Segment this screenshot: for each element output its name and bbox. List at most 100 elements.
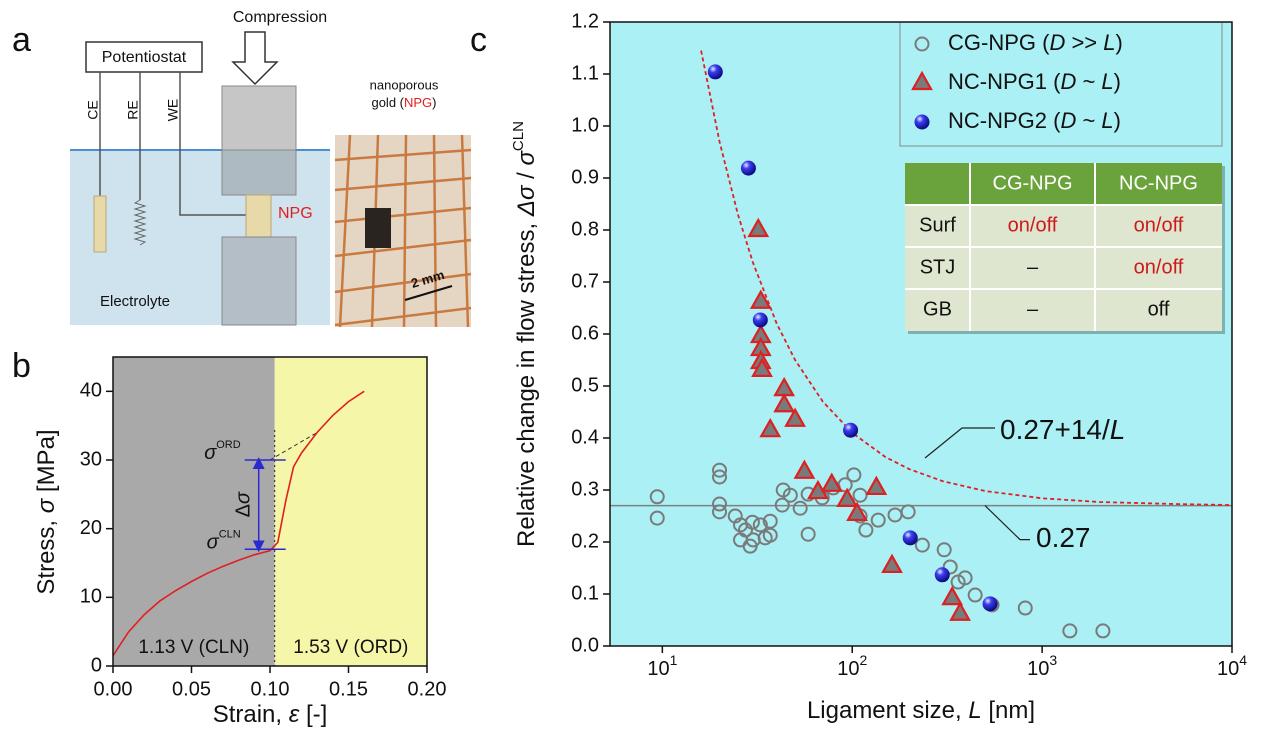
text-part: ~: [1076, 108, 1101, 133]
photo-label: nanoporous: [370, 77, 439, 92]
triangle-marker: [846, 501, 868, 522]
y-tick-label: 1.2: [571, 10, 599, 32]
y-tick-label: 30: [80, 448, 102, 470]
circle-marker: [712, 462, 728, 478]
panel-label: c: [470, 21, 487, 59]
table-cell: on/off: [1008, 214, 1058, 236]
text-part: σ: [33, 497, 60, 513]
circle-marker: [800, 526, 816, 542]
circle-marker: [649, 510, 665, 526]
x-tick-label: 104: [1217, 652, 1247, 681]
text-part: D: [1060, 69, 1076, 94]
tick-base: 10: [837, 658, 859, 680]
text-part: Stress,: [33, 513, 60, 594]
triangle-marker: [881, 553, 903, 574]
circle-marker: [762, 513, 778, 529]
text-part: NC-NPG2 (: [948, 108, 1061, 133]
triangle-marker: [820, 472, 843, 492]
text-part: D: [1049, 30, 1065, 55]
photo-label: gold (NPG): [371, 95, 436, 110]
text-part: NC-NPG1 (: [948, 69, 1061, 94]
line-series: [112, 390, 365, 657]
superscript: CLN: [219, 528, 241, 540]
text-part: ): [1114, 108, 1121, 133]
y-axis-label-text: Relative change in flow stress, Δσ / σ: [513, 150, 540, 547]
level-label: σCLN: [207, 528, 241, 553]
legend-label: NC-NPG1 (D ~ L): [948, 69, 1121, 94]
text-part: /: [513, 166, 540, 186]
text-part: CG-NPG (: [948, 30, 1050, 55]
leader: [984, 505, 1030, 541]
text-part: ): [1116, 30, 1123, 55]
triangle-marker: [941, 585, 964, 606]
x-tick-label: 0.15: [329, 678, 368, 700]
x-axis-label: Strain, ε [-]: [213, 701, 328, 728]
table-cell: off: [1148, 298, 1170, 320]
triangle-marker: [773, 392, 796, 413]
x-tick-label: 103: [1027, 652, 1057, 681]
text-part: [MPa]: [33, 429, 60, 498]
table-cell: –: [1027, 256, 1039, 278]
tick-base: 10: [1027, 658, 1049, 680]
electrode-label: RE: [125, 100, 141, 119]
circle-marker: [900, 504, 916, 520]
electrode-label: WE: [165, 99, 181, 122]
potentiostat-label: Potentiostat: [102, 49, 187, 66]
text-part: NPG: [404, 95, 432, 110]
y-tick-label: 1.0: [571, 114, 599, 136]
panel-a: a Potentiostat CE RE WE Compression NPG …: [12, 9, 472, 328]
text-part: >>: [1065, 30, 1103, 55]
table-cell: on/off: [1134, 214, 1184, 236]
y-tick-label: 0: [91, 654, 102, 676]
y-tick-label: 0.9: [571, 166, 599, 188]
circle-marker: [957, 570, 973, 586]
triangle-marker: [751, 357, 773, 377]
circle-marker: [914, 537, 930, 553]
circle-marker: [942, 559, 958, 575]
legend-label: CG-NPG (D >> L): [948, 30, 1123, 55]
wire: [179, 72, 246, 216]
text-part: [-]: [299, 701, 327, 728]
circle-marker: [762, 527, 778, 543]
circle-marker: [774, 497, 790, 513]
table-header: [905, 163, 1222, 205]
photo: 2 mm: [334, 134, 472, 328]
level-symbol: σ: [207, 532, 220, 554]
baseline-label: 0.27: [1036, 522, 1091, 553]
circle-marker: [870, 512, 886, 528]
y-tick-label: 40: [80, 380, 102, 402]
table-row-header: STJ: [920, 256, 956, 278]
legend-marker: [911, 70, 933, 91]
y-tick-label: 20: [80, 517, 102, 539]
tick-base: 10: [1217, 658, 1239, 680]
text-part: L: [968, 697, 981, 724]
x-tick-label: 0.00: [94, 678, 133, 700]
superscript: CLN: [510, 121, 527, 151]
table-body: [905, 205, 1222, 331]
region: [113, 357, 275, 666]
npg-sample: [245, 194, 272, 238]
table-column-header: CG-NPG: [993, 172, 1073, 194]
y-axis-label-text: Stress, σ [MPa]: [33, 429, 60, 594]
text-part: gold (: [371, 95, 404, 110]
text-part: ~: [1076, 69, 1101, 94]
circle-marker: [752, 517, 768, 533]
circle-marker: [742, 538, 758, 554]
text-part: ε: [289, 701, 300, 728]
text-part: ): [1114, 69, 1121, 94]
y-tick-label: 0.6: [571, 322, 599, 344]
counter-electrode: [93, 195, 107, 253]
sphere-marker: [740, 160, 756, 176]
circle-marker: [792, 500, 808, 516]
legend-marker: [914, 114, 930, 130]
legend-label: NC-NPG2 (D ~ L): [948, 108, 1121, 133]
circle-marker: [1062, 623, 1078, 639]
sphere-marker: [934, 567, 950, 583]
circle-marker: [712, 469, 728, 485]
leader: [924, 427, 995, 459]
circle-marker: [936, 542, 952, 558]
text-part: σ: [233, 491, 255, 504]
text-part: Δσ: [513, 184, 540, 217]
